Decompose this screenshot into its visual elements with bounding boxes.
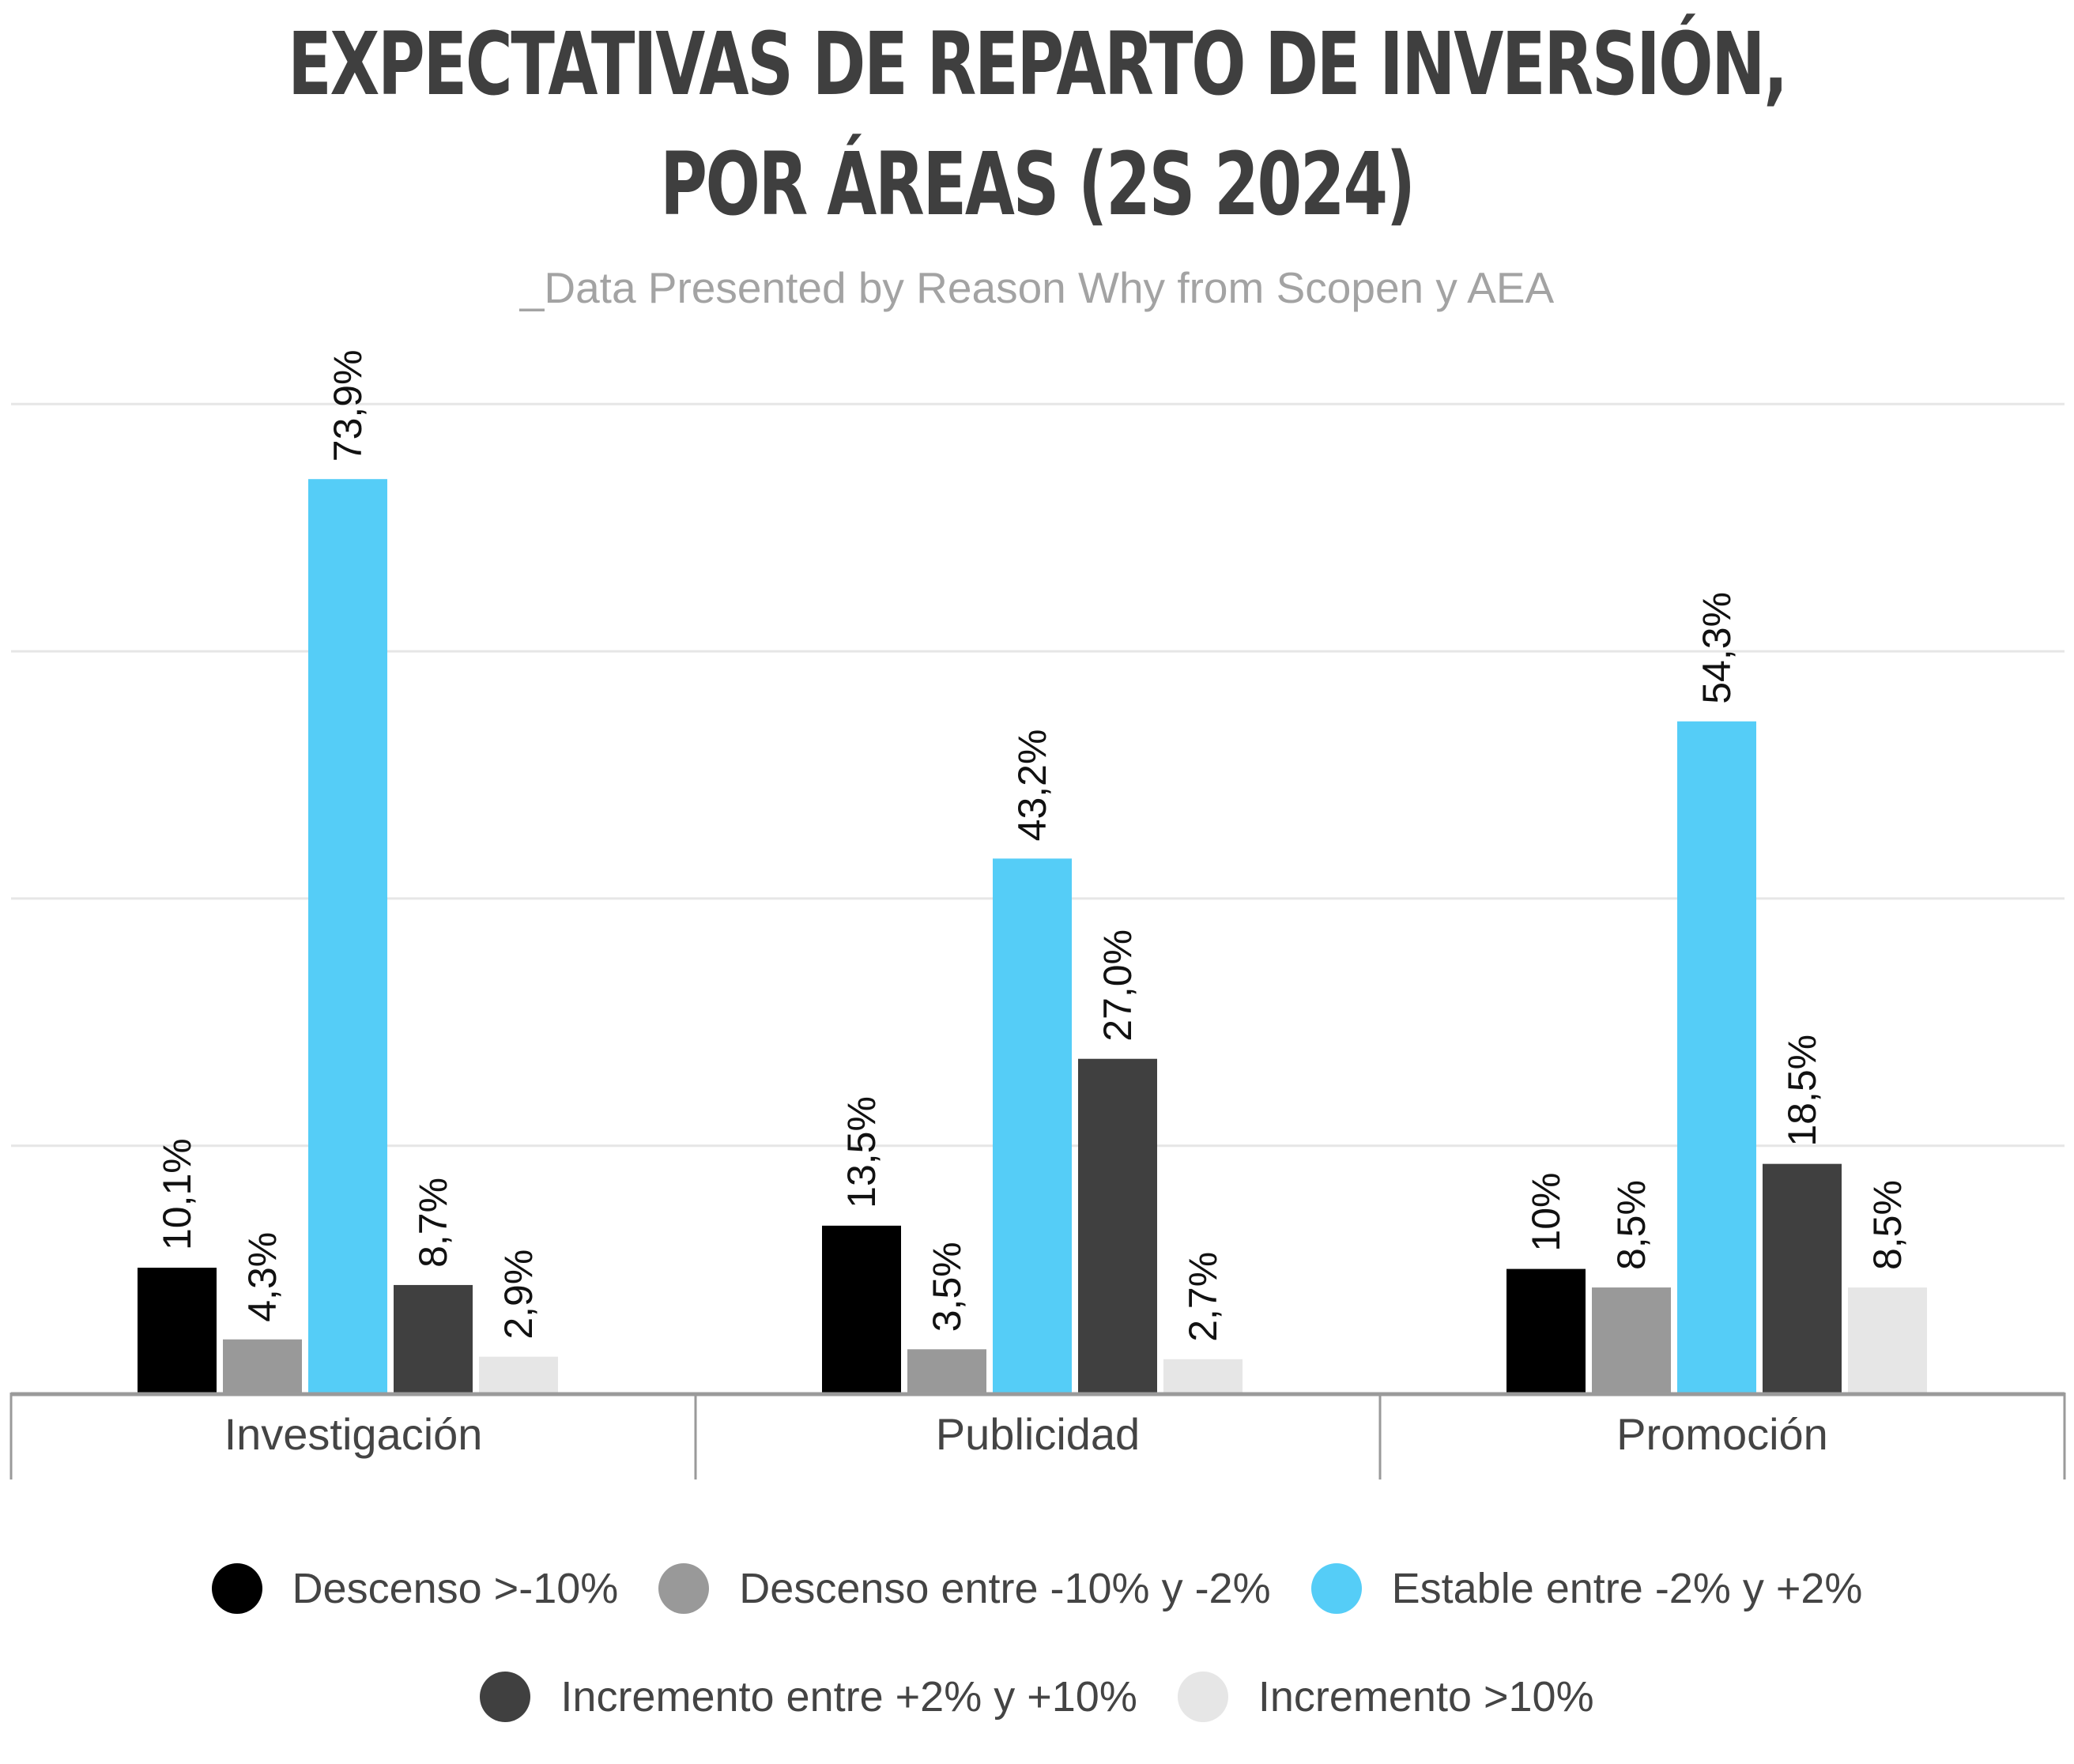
category-tick-label: Promoción — [1616, 1409, 1828, 1459]
legend-swatch-incremento-mayor — [1177, 1672, 1228, 1722]
bar — [822, 1225, 901, 1393]
category-tick-label: Investigación — [224, 1409, 483, 1459]
data-label: 13,5% — [839, 1096, 884, 1208]
legend-swatch-descenso-mayor — [211, 1563, 262, 1614]
chart-subtitle: _Data Presented by Reason Why from Scope… — [519, 263, 1555, 312]
bar-chart: 10,1% 4,3% 73,9% 8,7% 2,9% Investigación 13,5%… — [9, 349, 2066, 1479]
data-label: 10% — [1524, 1173, 1568, 1252]
data-label: 4,3% — [240, 1232, 285, 1322]
data-label: 8,5% — [1865, 1180, 1910, 1270]
data-label: 54,3% — [1695, 592, 1739, 704]
legend-label-estable: Estable entre -2% y +2% — [1391, 1565, 1863, 1612]
data-label: 43,2% — [1010, 729, 1054, 842]
bar — [1763, 1163, 1842, 1393]
bar — [223, 1339, 302, 1393]
legend-item-incremento-entre: Incremento entre +2% y +10% — [480, 1665, 1137, 1728]
bar — [1078, 1058, 1157, 1393]
legend-label-descenso-mayor: Descenso >-10% — [292, 1565, 619, 1612]
legend-item-descenso-entre: Descenso entre -10% y -2% — [658, 1557, 1271, 1620]
chart-title-line-2: POR ÁREAS (2S 2024) — [660, 134, 1416, 235]
bar — [479, 1356, 558, 1393]
legend-item-incremento-mayor: Incremento >10% — [1177, 1665, 1594, 1728]
data-label: 8,5% — [1609, 1180, 1654, 1270]
bar — [1848, 1287, 1927, 1393]
legend-row-2: Incremento entre +2% y +10% Incremento >… — [0, 1665, 2074, 1732]
data-label: 2,9% — [496, 1250, 541, 1340]
legend-row-1: Descenso >-10% Descenso entre -10% y -2%… — [0, 1557, 2074, 1624]
data-label: 2,7% — [1181, 1252, 1225, 1342]
legend-item-descenso-mayor: Descenso >-10% — [211, 1557, 619, 1620]
legend-swatch-descenso-entre — [658, 1563, 710, 1614]
legend-label-descenso-entre: Descenso entre -10% y -2% — [739, 1565, 1271, 1612]
bar — [138, 1268, 217, 1393]
legend-swatch-incremento-entre — [480, 1672, 531, 1722]
bar — [394, 1284, 473, 1393]
data-label: 8,7% — [411, 1178, 455, 1268]
data-label: 73,9% — [326, 349, 370, 462]
category-tick-label: Publicidad — [936, 1409, 1140, 1459]
legend-label-incremento-mayor: Incremento >10% — [1258, 1673, 1594, 1721]
legend-swatch-estable — [1310, 1563, 1362, 1614]
chart-title-line-1: EXPECTATIVAS DE REPARTO DE INVERSIÓN, — [288, 13, 1788, 115]
bar — [1592, 1287, 1671, 1393]
bar — [308, 479, 387, 1393]
bar — [993, 858, 1072, 1393]
data-label: 3,5% — [925, 1242, 969, 1332]
bar — [1506, 1268, 1586, 1393]
bar — [907, 1349, 986, 1393]
legend-label-incremento-entre: Incremento entre +2% y +10% — [560, 1673, 1137, 1721]
legend-item-estable: Estable entre -2% y +2% — [1310, 1557, 1863, 1620]
bar — [1677, 721, 1756, 1393]
data-label: 10,1% — [155, 1138, 199, 1250]
data-label: 18,5% — [1780, 1035, 1824, 1147]
data-label: 27,0% — [1095, 929, 1140, 1042]
bar — [1163, 1359, 1243, 1393]
